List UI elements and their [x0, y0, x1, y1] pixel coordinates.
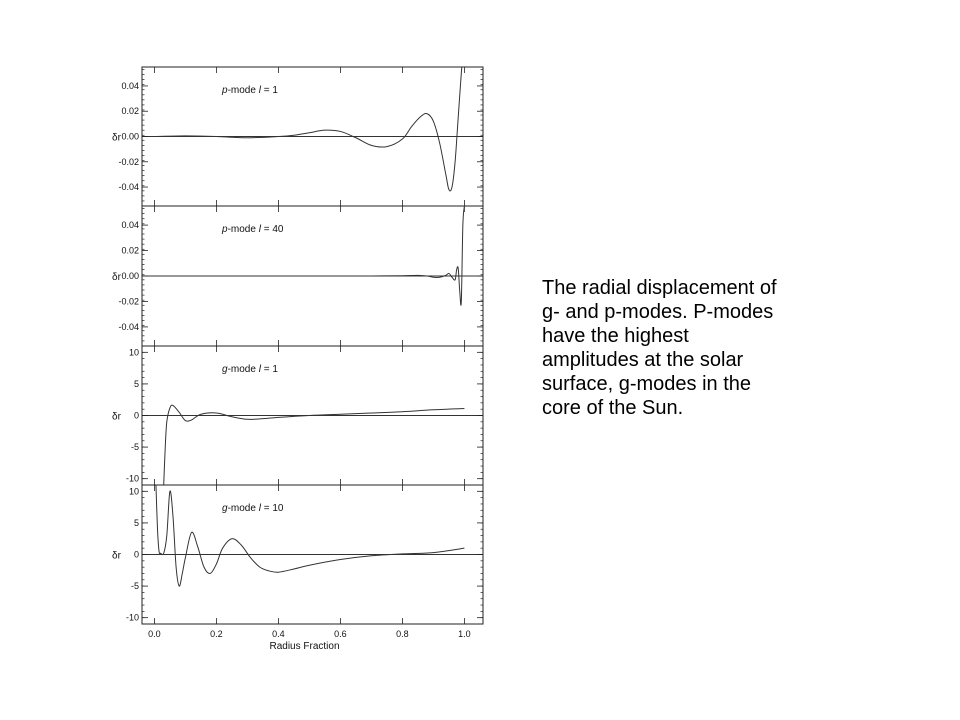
- panel-label-mode-word: -mode: [228, 503, 259, 514]
- panel-label-degree-value: = 1: [261, 85, 278, 96]
- x-tick-label: 0.6: [334, 629, 347, 639]
- y-tick-label: 5: [134, 379, 139, 389]
- series-line-1: [154, 206, 465, 306]
- panel-label-mode-word: -mode: [228, 85, 259, 96]
- panel-label-degree-symbol: l: [259, 224, 262, 235]
- panel-label-degree-symbol: l: [259, 503, 262, 514]
- panel-label: g-mode l = 10: [222, 503, 284, 514]
- y-tick-label: 5: [134, 518, 139, 528]
- panel-label-degree-symbol: l: [259, 364, 262, 375]
- panel-1: 0.04 0.02 0.00 -0.02 -0.04 δr p-mode l = 1: [112, 66, 484, 207]
- panel-label-mode-word: -mode: [228, 224, 259, 235]
- panel-label: g-mode l = 1: [222, 364, 278, 375]
- panel-label: p-mode l = 40: [221, 224, 284, 235]
- x-tick-label: 0.0: [148, 629, 161, 639]
- caption-text: The radial displacement of g- and p-mode…: [542, 277, 777, 419]
- panel-label-degree-value: = 10: [261, 503, 284, 514]
- series-line-1: [155, 485, 465, 587]
- x-tick-label: 0.4: [272, 629, 285, 639]
- panel-label-degree-value: = 1: [261, 364, 278, 375]
- panel-3: 10 5 0 -5 -10 δr g-mode l = 1: [112, 345, 484, 486]
- x-tick-label: 0.8: [396, 629, 409, 639]
- y-tick-label: 0.00: [121, 132, 139, 142]
- y-tick-label: -0.04: [118, 322, 139, 332]
- panel-label-mode-letter: g: [222, 503, 228, 514]
- y-tick-label: 0.04: [121, 220, 139, 230]
- panel-label-mode-letter: p: [221, 85, 228, 96]
- y-axis-label: δr: [112, 551, 122, 562]
- y-tick-label: 0.00: [121, 271, 139, 281]
- y-tick-label: -10: [126, 474, 139, 484]
- y-tick-label: 0.04: [121, 81, 139, 91]
- x-tick-label: 0.2: [210, 629, 223, 639]
- y-axis-label: δr: [112, 412, 122, 423]
- y-tick-label: -0.04: [118, 182, 139, 192]
- panel-label-degree-symbol: l: [259, 85, 262, 96]
- y-tick-label: 0.02: [121, 246, 139, 256]
- y-tick-label: 10: [129, 486, 139, 496]
- y-tick-label: -5: [131, 581, 139, 591]
- y-tick-label: 0: [134, 411, 139, 421]
- panel-label-mode-letter: p: [221, 224, 228, 235]
- y-tick-label: -10: [126, 613, 139, 623]
- x-axis-label: Radius Fraction: [269, 641, 339, 652]
- y-tick-label: 10: [129, 347, 139, 357]
- panel-label-mode-word: -mode: [228, 364, 259, 375]
- series-line-1: [154, 67, 463, 192]
- panel-label: p-mode l = 1: [221, 85, 278, 96]
- panel-label-degree-value: = 40: [261, 224, 284, 235]
- y-tick-label: -5: [131, 442, 139, 452]
- panel-2: 0.04 0.02 0.00 -0.02 -0.04 δr p-mode l = 40: [112, 205, 484, 347]
- y-tick-label: 0.02: [121, 106, 139, 116]
- y-axis-label: δr: [112, 272, 122, 283]
- y-tick-label: 0: [134, 550, 139, 560]
- y-axis-label: δr: [112, 133, 122, 144]
- y-tick-label: -0.02: [118, 296, 139, 306]
- panel-4: 10 5 0 -5 -10 0.0 0.2 0.4 0.6 0.8 1.0 Radius Fracti…: [112, 484, 484, 652]
- series-line-1: [163, 404, 465, 485]
- panel-label-mode-letter: g: [222, 364, 228, 375]
- x-tick-label: 1.0: [458, 629, 471, 639]
- y-tick-label: -0.02: [118, 157, 139, 167]
